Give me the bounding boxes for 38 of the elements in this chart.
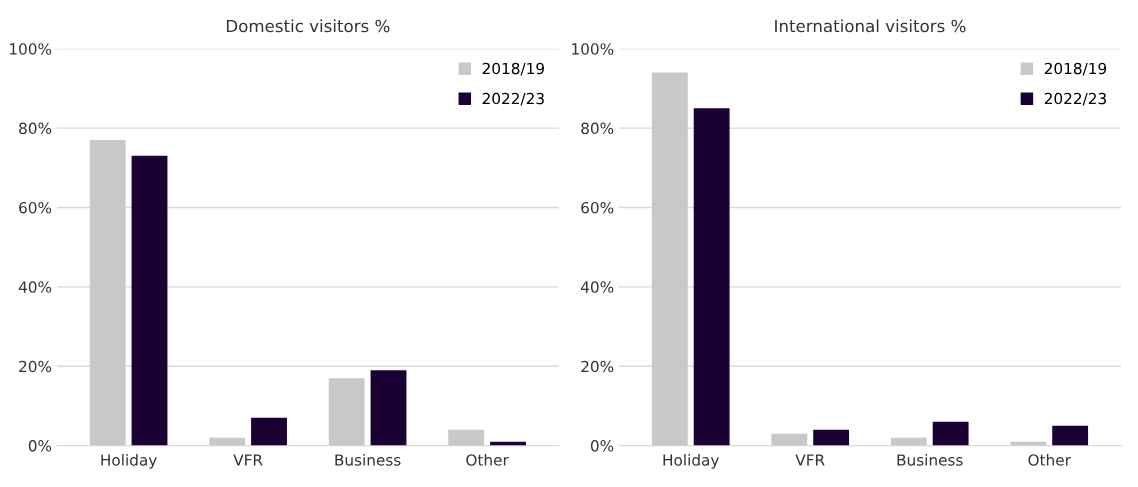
y-tick-label: 80% bbox=[581, 122, 614, 135]
y-tick-label: 100% bbox=[10, 43, 52, 55]
legend-label: 2022/23 bbox=[1044, 92, 1106, 106]
x-tick-label: Holiday bbox=[101, 453, 157, 469]
bar bbox=[813, 429, 850, 446]
bar bbox=[251, 417, 287, 446]
bar bbox=[328, 378, 365, 446]
bar bbox=[771, 433, 808, 446]
x-tick-label: VFR bbox=[795, 454, 825, 466]
bar bbox=[131, 155, 168, 446]
y-tick-label: 40% bbox=[580, 281, 614, 293]
bar bbox=[89, 139, 126, 446]
y-tick-label: 0% bbox=[590, 440, 614, 452]
y-tick-label: 60% bbox=[19, 201, 52, 214]
bar bbox=[693, 108, 730, 446]
bar bbox=[932, 421, 969, 446]
x-tick-label: Other bbox=[466, 453, 509, 466]
legend-label: 2022/23 bbox=[482, 92, 544, 106]
legend-label: 2018/19 bbox=[482, 62, 544, 76]
y-tick-label: 80% bbox=[19, 122, 52, 135]
y-tick-label: 20% bbox=[19, 360, 52, 373]
chart-title: International visitors % bbox=[775, 19, 966, 33]
x-tick-label: VFR bbox=[233, 454, 263, 466]
bar bbox=[1052, 425, 1089, 446]
x-tick-label: Business bbox=[897, 453, 963, 466]
bar bbox=[448, 429, 485, 446]
x-tick-label: Holiday bbox=[663, 453, 719, 469]
x-tick-label: Other bbox=[1028, 453, 1071, 466]
y-tick-label: 100% bbox=[572, 43, 614, 55]
bar bbox=[651, 72, 688, 446]
chart-title: Domestic visitors % bbox=[226, 19, 390, 33]
y-tick-label: 60% bbox=[581, 201, 614, 214]
y-tick-label: 20% bbox=[581, 360, 614, 373]
bar bbox=[370, 370, 407, 446]
legend-label: 2018/19 bbox=[1044, 62, 1107, 76]
y-tick-label: 0% bbox=[28, 440, 52, 452]
x-tick-label: Business bbox=[335, 453, 401, 466]
y-tick-label: 40% bbox=[18, 281, 52, 293]
